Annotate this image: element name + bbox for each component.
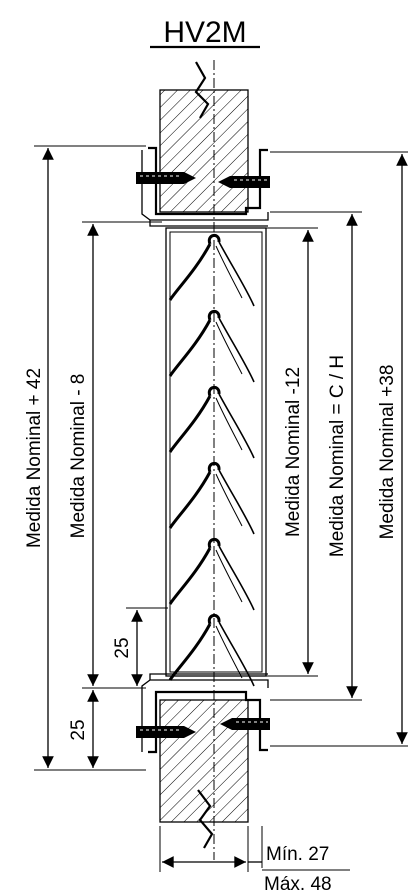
- dim-nominal-plus-38: [270, 151, 408, 747]
- louver-blade: [168, 386, 255, 459]
- louver-blade: [168, 234, 255, 307]
- label-max-depth: Máx. 48: [264, 874, 332, 895]
- screw-bottom-right: [220, 718, 270, 730]
- diagram-title: HV2M: [163, 16, 246, 49]
- dim-nominal-minus-8: [82, 221, 162, 689]
- label-gap-25-upper: 25: [112, 637, 133, 658]
- louver-blades: [168, 234, 255, 687]
- screw-bottom-left: [136, 726, 196, 738]
- label-nominal-minus-12: Medida Nominal -12: [283, 367, 304, 537]
- dim-nominal-minus-12: [266, 227, 318, 677]
- dim-nominal-ch: [270, 211, 362, 701]
- label-nominal-ch: Medida Nominal = C / H: [327, 355, 348, 557]
- louver-blade: [168, 462, 255, 535]
- label-nominal-plus-42: Medida Nominal + 42: [24, 368, 45, 548]
- frame-bottom: [141, 673, 269, 754]
- label-gap-25-lower: 25: [68, 719, 89, 740]
- screw-top-right: [218, 176, 270, 188]
- louver-blade: [168, 538, 255, 611]
- louver-blade: [168, 310, 255, 383]
- dim-depth: [159, 826, 350, 872]
- louver-blade: [168, 614, 255, 687]
- label-nominal-plus-38: Medida Nominal +38: [377, 365, 398, 540]
- label-nominal-minus-8: Medida Nominal - 8: [68, 374, 89, 539]
- label-min-depth: Mín. 27: [266, 844, 329, 865]
- dim-nominal-plus-42: [34, 145, 146, 771]
- wall-top: [159, 61, 249, 213]
- dim-gap-25-upper: [126, 607, 168, 686]
- screw-top-left: [136, 172, 196, 184]
